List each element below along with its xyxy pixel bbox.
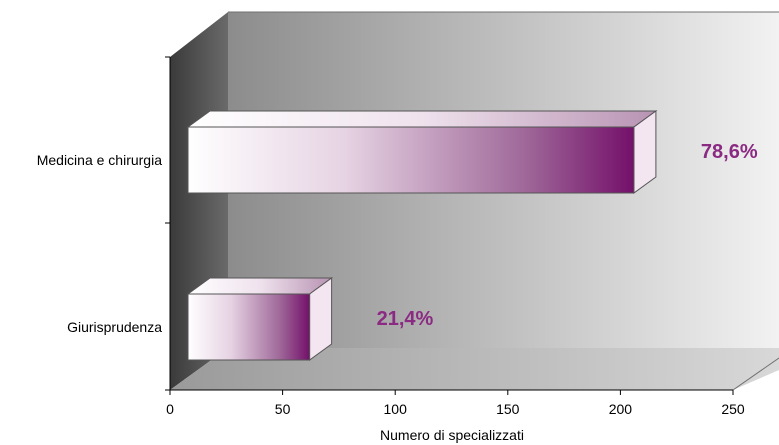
x-tick-label: 50 (275, 401, 291, 417)
bar-top-face (186, 110, 658, 128)
data-label: 78,6% (701, 141, 758, 163)
category-label: Giurisprudenza (67, 319, 162, 335)
x-tick-label: 0 (166, 401, 174, 417)
bar (187, 293, 311, 361)
data-label: 21,4% (377, 308, 434, 330)
bars (186, 110, 658, 361)
category-label: Medicina e chirurgia (37, 152, 162, 168)
x-tick-label: 250 (721, 401, 745, 417)
category-labels: Medicina e chirurgia Giurisprudenza (37, 152, 163, 335)
x-tick-label: 100 (384, 401, 408, 417)
floor (170, 348, 779, 390)
data-labels: 78,6% 21,4% (377, 141, 758, 330)
bar (187, 126, 635, 194)
x-tick-label: 200 (609, 401, 633, 417)
x-ticks: 0 50 100 150 200 250 (166, 390, 745, 417)
x-axis-title: Numero di specializzati (380, 427, 524, 443)
x-tick-label: 150 (496, 401, 520, 417)
bar-top-face (186, 277, 334, 295)
floor-right-edge (732, 357, 779, 391)
